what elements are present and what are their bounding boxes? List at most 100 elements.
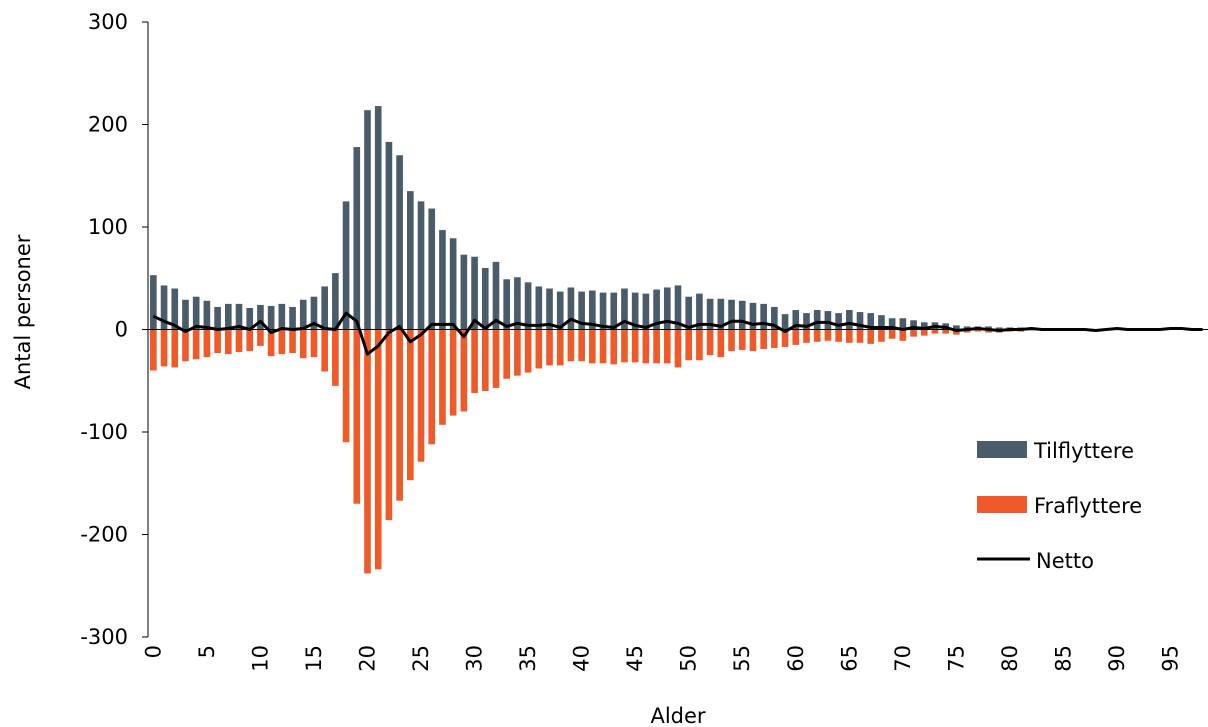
bar-tilflyttere-4 <box>192 296 200 330</box>
x-tick-label: 40 <box>570 645 594 672</box>
bar-fraflyttere-52 <box>706 329 714 356</box>
bar-tilflyttere-18 <box>342 201 350 330</box>
bar-tilflyttere-62 <box>813 310 821 330</box>
bar-fraflyttere-49 <box>674 329 682 368</box>
bar-fraflyttere-50 <box>685 329 693 361</box>
legend-label-tilflyttere: Tilflyttere <box>1033 439 1134 463</box>
bar-tilflyttere-34 <box>514 277 521 330</box>
bar-tilflyttere-48 <box>663 287 671 330</box>
bar-tilflyttere-45 <box>631 292 639 330</box>
bar-fraflyttere-44 <box>621 329 628 363</box>
x-tick-label: 70 <box>891 645 915 672</box>
bar-tilflyttere-54 <box>728 299 735 330</box>
bar-fraflyttere-26 <box>428 329 436 445</box>
bar-fraflyttere-2 <box>171 329 179 368</box>
bar-tilflyttere-72 <box>920 322 928 330</box>
bar-tilflyttere-59 <box>781 314 789 330</box>
bar-fraflyttere-60 <box>792 329 800 345</box>
bar-fraflyttere-31 <box>481 329 489 391</box>
bar-tilflyttere-15 <box>310 296 318 330</box>
bar-tilflyttere-78 <box>985 326 992 330</box>
bar-fraflyttere-61 <box>803 329 810 343</box>
bar-tilflyttere-68 <box>878 315 885 330</box>
bar-fraflyttere-34 <box>514 329 521 376</box>
bar-tilflyttere-41 <box>589 290 596 330</box>
bar-fraflyttere-10 <box>257 329 264 346</box>
bar-tilflyttere-55 <box>738 300 746 330</box>
bar-tilflyttere-31 <box>481 268 489 330</box>
bar-tilflyttere-75 <box>953 325 960 330</box>
bar-tilflyttere-23 <box>396 155 403 330</box>
x-tick-label: 85 <box>1051 645 1075 672</box>
bar-fraflyttere-65 <box>845 329 853 343</box>
bar-tilflyttere-79 <box>995 327 1003 330</box>
bar-tilflyttere-70 <box>899 318 907 330</box>
bar-tilflyttere-30 <box>471 256 478 330</box>
bar-fraflyttere-11 <box>267 329 275 357</box>
bar-tilflyttere-44 <box>621 288 628 330</box>
x-tick-label: 50 <box>677 645 701 672</box>
bar-fraflyttere-70 <box>899 329 907 341</box>
bar-fraflyttere-36 <box>535 329 543 369</box>
bar-tilflyttere-69 <box>888 318 896 330</box>
bar-fraflyttere-82 <box>1028 329 1035 331</box>
bar-fraflyttere-17 <box>332 329 339 386</box>
x-tick-label: 90 <box>1105 645 1129 672</box>
series-fraflyttere <box>150 329 1110 574</box>
y-axis-ticks: 300 200 100 0 -100 -200 -300 <box>80 10 149 649</box>
bar-tilflyttere-20 <box>364 110 371 330</box>
bar-tilflyttere-63 <box>824 311 832 330</box>
legend-label-fraflyttere: Fraflyttere <box>1034 494 1142 518</box>
bar-tilflyttere-27 <box>439 230 446 330</box>
bar-fraflyttere-53 <box>717 329 725 358</box>
bar-fraflyttere-22 <box>385 329 393 521</box>
y-tick-label: -300 <box>80 625 128 649</box>
line-netto <box>152 311 1203 356</box>
bar-fraflyttere-13 <box>289 329 296 354</box>
bar-fraflyttere-45 <box>631 329 639 363</box>
bar-tilflyttere-36 <box>535 286 543 330</box>
bar-tilflyttere-1 <box>160 285 168 330</box>
bar-tilflyttere-60 <box>792 310 800 330</box>
bar-fraflyttere-15 <box>310 329 318 358</box>
bar-tilflyttere-49 <box>674 285 682 330</box>
bar-tilflyttere-17 <box>332 273 339 330</box>
bar-fraflyttere-47 <box>653 329 660 364</box>
bar-tilflyttere-76 <box>963 326 971 330</box>
y-tick-label: -200 <box>80 523 128 547</box>
bar-tilflyttere-0 <box>150 275 157 330</box>
bar-fraflyttere-40 <box>578 329 585 362</box>
bar-tilflyttere-51 <box>696 293 703 330</box>
bar-fraflyttere-9 <box>246 329 254 352</box>
x-tick-label: 80 <box>998 645 1022 672</box>
x-tick-label: 55 <box>730 645 754 672</box>
bar-fraflyttere-58 <box>771 329 778 348</box>
y-tick-label: 0 <box>115 318 128 342</box>
bar-fraflyttere-37 <box>546 329 553 366</box>
bar-tilflyttere-9 <box>246 307 254 330</box>
bar-tilflyttere-5 <box>203 300 211 330</box>
x-tick-label: 60 <box>784 645 808 672</box>
bar-fraflyttere-68 <box>878 329 885 342</box>
bar-fraflyttere-75 <box>953 329 960 335</box>
bar-fraflyttere-71 <box>910 329 917 337</box>
x-tick-label: 35 <box>516 645 540 672</box>
bar-tilflyttere-19 <box>353 147 361 330</box>
bar-tilflyttere-38 <box>556 291 564 330</box>
bar-tilflyttere-8 <box>235 303 243 330</box>
bar-fraflyttere-29 <box>460 329 468 412</box>
bar-fraflyttere-33 <box>503 329 511 379</box>
bar-fraflyttere-69 <box>888 329 896 339</box>
bar-fraflyttere-51 <box>696 329 703 361</box>
bar-tilflyttere-25 <box>417 201 425 330</box>
legend: Tilflyttere Fraflyttere Netto <box>977 439 1142 573</box>
bar-fraflyttere-19 <box>353 329 361 504</box>
bar-tilflyttere-52 <box>706 298 714 330</box>
x-tick-label: 65 <box>837 645 861 672</box>
bar-fraflyttere-43 <box>610 329 618 365</box>
bar-tilflyttere-6 <box>214 306 221 330</box>
legend-swatch-tilflyttere <box>977 441 1027 458</box>
bar-fraflyttere-23 <box>396 329 403 501</box>
y-tick-label: -100 <box>80 420 128 444</box>
